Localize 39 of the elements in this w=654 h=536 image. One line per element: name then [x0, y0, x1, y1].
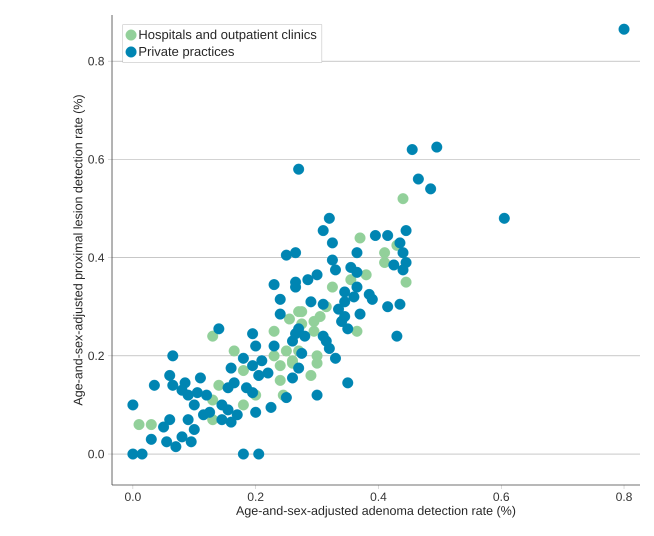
point: [274, 374, 286, 386]
point: [213, 380, 224, 391]
point: [400, 276, 412, 288]
y-tick-label: 0.0: [88, 450, 104, 458]
point: [308, 326, 320, 337]
legend-label: Private practices: [139, 46, 234, 59]
point: [207, 330, 218, 342]
point: [398, 193, 409, 204]
y-tick-label: 0.8: [88, 56, 104, 66]
point: [284, 313, 295, 324]
point: [238, 365, 249, 376]
point: [146, 419, 157, 430]
point: [305, 370, 316, 381]
point: [354, 232, 366, 244]
point: [345, 274, 356, 286]
point: [326, 282, 338, 293]
x-tick-label: 0.4: [370, 492, 386, 502]
y-tick-label: 0.2: [88, 352, 104, 360]
legend-label: Hospitals and outpatient clinics: [139, 30, 316, 42]
point: [280, 345, 292, 356]
y-tick-label: 0.6: [88, 155, 104, 164]
point: [228, 345, 240, 356]
point: [351, 326, 362, 337]
point: [379, 257, 390, 268]
point: [268, 350, 280, 362]
point: [268, 326, 280, 337]
x-axis-title: Age-and-sex-adjusted adenoma detection rate (%): [236, 506, 516, 518]
point: [314, 311, 326, 322]
point: [134, 419, 145, 430]
point: [238, 399, 249, 410]
x-tick-label: 0.8: [616, 492, 632, 502]
x-tick-label: 0.2: [248, 492, 264, 502]
x-tick-label: 0.6: [493, 492, 510, 502]
x-tick-label: 0.0: [125, 492, 141, 502]
y-tick-label: 0.4: [88, 253, 104, 262]
point: [360, 269, 372, 280]
point: [379, 247, 390, 258]
point: [274, 360, 286, 372]
y-axis-title: Age-and-sex-adjusted proximal lesion detection rate (%): [73, 95, 85, 406]
